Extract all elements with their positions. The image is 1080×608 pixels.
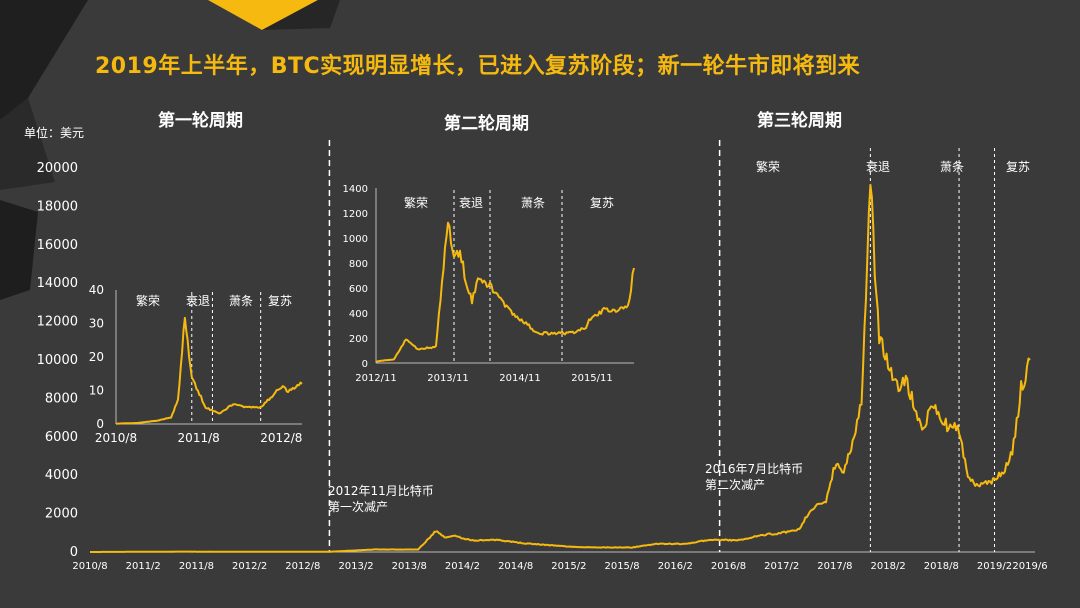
y-tick-label: 4000	[45, 468, 78, 483]
inset1-phase-label: 萧条	[229, 294, 254, 308]
series-line	[90, 183, 1031, 553]
inset2-phase-label: 复苏	[590, 196, 615, 210]
dark-shard-shape	[0, 98, 55, 190]
x-tick-label: 2011/2	[126, 561, 161, 572]
x-tick-label: 2017/2	[764, 561, 799, 572]
x-tick-label: 2015/11	[571, 373, 613, 384]
y-tick-label: 600	[349, 284, 368, 295]
y-tick-label: 20	[89, 350, 104, 364]
x-tick-label: 2019/6	[1012, 561, 1047, 572]
annotation-line: 2012年11月比特币	[328, 484, 434, 498]
y-tick-label: 30	[89, 317, 104, 331]
x-tick-label: 2012/8	[285, 561, 320, 572]
page-title: 2019年上半年，BTC实现明显增长，已进入复苏阶段；新一轮牛市即将到来	[95, 54, 861, 79]
main-phase-label: 复苏	[1006, 160, 1031, 174]
y-tick-label: 20000	[37, 161, 78, 176]
inset1-chart: 0 10 20 30 40 2010/8 2011/8 2012/8	[89, 283, 303, 445]
y-tick-label: 12000	[37, 315, 78, 330]
x-tick-label: 2014/11	[499, 373, 541, 384]
x-tick-label: 2015/8	[604, 561, 639, 572]
y-tick-label: 200	[349, 334, 368, 345]
main-chart: 0200040006000800010000120001400016000180…	[37, 140, 1048, 572]
inset2-phase-label: 繁荣	[404, 196, 429, 210]
y-tick-label: 400	[349, 309, 368, 320]
y-tick-label: 6000	[45, 430, 78, 445]
dark-shard-shape	[0, 0, 88, 120]
y-tick-label: 0	[362, 359, 368, 370]
x-tick-label: 2018/2	[871, 561, 906, 572]
series-line	[375, 221, 635, 363]
x-tick-label: 2012/8	[260, 431, 302, 445]
main-phase-label: 繁荣	[756, 160, 781, 174]
yellow-shard-shape	[208, 0, 318, 30]
inset1-phase-label: 繁荣	[136, 294, 161, 308]
x-tick-label: 2010/8	[72, 561, 107, 572]
main-phase-label: 衰退	[866, 160, 891, 174]
y-tick-label: 1000	[343, 234, 368, 245]
y-tick-label: 8000	[45, 391, 78, 406]
x-tick-label: 2014/8	[498, 561, 533, 572]
x-tick-label: 2013/11	[427, 373, 469, 384]
annotation-line: 2016年7月比特币	[705, 462, 804, 476]
x-tick-label: 2012/2	[232, 561, 267, 572]
x-tick-label: 2011/8	[178, 431, 220, 445]
y-tick-label: 40	[89, 283, 104, 297]
y-tick-label: 10000	[37, 353, 78, 368]
y-tick-label: 14000	[37, 276, 78, 291]
y-tick-label: 0	[96, 417, 104, 431]
y-tick-label: 18000	[37, 199, 78, 214]
x-tick-label: 2017/8	[817, 561, 852, 572]
y-tick-label: 10	[89, 384, 104, 398]
series-line	[115, 316, 303, 425]
inset1-phase-label: 复苏	[268, 294, 293, 308]
inset2-chart: 0 200 400 600 800 1000 1200 1400 2012/11 2013/11 2…	[343, 184, 635, 384]
x-tick-label: 2018/8	[924, 561, 959, 572]
x-tick-label: 2019/2	[977, 561, 1012, 572]
x-tick-label: 2016/2	[658, 561, 693, 572]
x-tick-label: 2013/2	[338, 561, 373, 572]
y-tick-label: 1200	[343, 209, 368, 220]
unit-label: 单位：美元	[24, 126, 85, 140]
inset2-phase-label: 衰退	[459, 196, 484, 210]
annotation-line: 第一次减产	[328, 500, 389, 514]
x-tick-label: 2016/8	[711, 561, 746, 572]
cycle-label-1: 第一轮周期	[158, 111, 243, 131]
cycle-label-2: 第二轮周期	[444, 114, 529, 134]
dark-shard-shape	[262, 0, 340, 30]
y-tick-label: 800	[349, 259, 368, 270]
x-tick-label: 2014/2	[445, 561, 480, 572]
x-tick-label: 2011/8	[179, 561, 214, 572]
y-tick-label: 2000	[45, 507, 78, 522]
dark-shard-shape	[0, 200, 38, 300]
inset2-phase-label: 萧条	[521, 196, 546, 210]
y-tick-label: 0	[70, 545, 78, 560]
x-tick-label: 2010/8	[95, 431, 137, 445]
y-tick-label: 16000	[37, 238, 78, 253]
y-tick-label: 1400	[343, 184, 368, 195]
x-tick-label: 2012/11	[355, 373, 397, 384]
cycle-label-3: 第三轮周期	[757, 111, 842, 131]
main-phase-label: 萧条	[940, 160, 965, 174]
halving-annotation-1: 2012年11月比特币 第一次减产	[328, 483, 434, 515]
x-tick-label: 2013/8	[392, 561, 427, 572]
x-tick-label: 2015/2	[551, 561, 586, 572]
